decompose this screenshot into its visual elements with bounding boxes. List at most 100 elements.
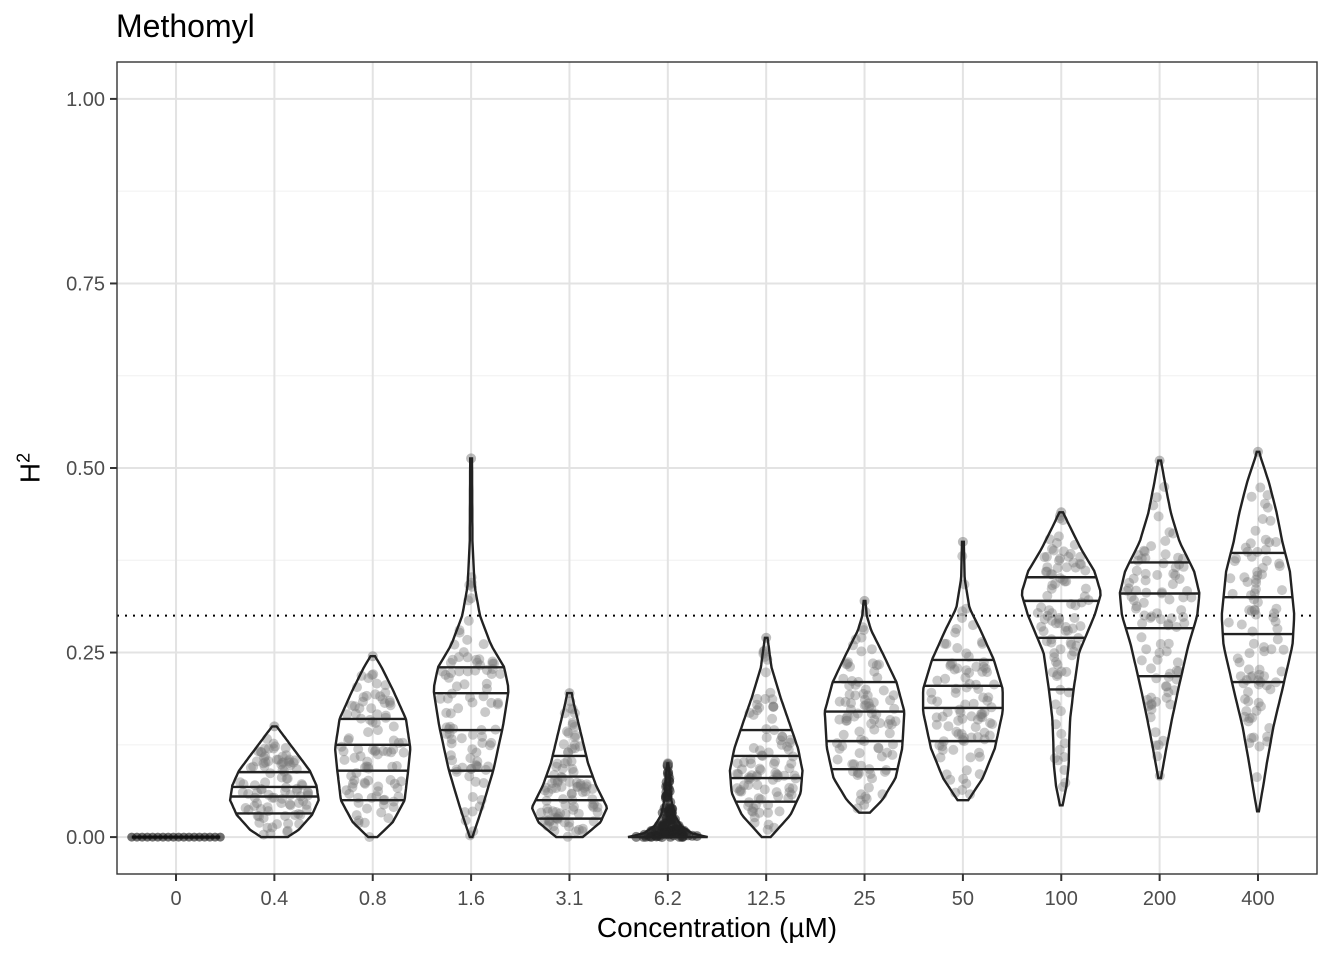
data-point <box>1260 498 1270 509</box>
data-point <box>845 661 855 672</box>
data-point <box>932 675 943 686</box>
data-point <box>1041 566 1052 577</box>
data-point <box>388 744 399 755</box>
data-point <box>1251 574 1262 585</box>
data-point <box>567 717 578 728</box>
violin-400 <box>1220 450 1296 813</box>
data-point <box>363 775 374 786</box>
data-point <box>387 761 398 772</box>
data-point <box>472 761 483 772</box>
data-point <box>564 821 574 832</box>
y-tick-label: 0.25 <box>66 643 105 665</box>
data-point <box>1264 537 1275 548</box>
data-point <box>1138 545 1149 556</box>
data-point <box>259 761 270 772</box>
data-point <box>1152 608 1163 619</box>
data-point <box>1039 614 1050 625</box>
data-point <box>1257 562 1268 573</box>
data-point <box>1131 601 1142 612</box>
data-point <box>1251 705 1262 716</box>
data-point <box>746 758 756 769</box>
data-point <box>736 786 747 797</box>
data-point <box>493 697 503 708</box>
data-point <box>361 761 372 772</box>
data-point <box>846 698 856 709</box>
data-point <box>466 593 477 604</box>
data-point <box>552 777 563 788</box>
data-point <box>755 765 766 775</box>
data-point <box>1252 597 1263 608</box>
data-point <box>1051 657 1061 667</box>
data-point <box>462 652 473 663</box>
data-point <box>972 732 983 742</box>
data-point <box>272 819 282 830</box>
data-point <box>865 769 876 779</box>
x-tick-label: 1.6 <box>457 888 485 910</box>
data-point <box>573 824 584 835</box>
data-point <box>957 734 968 745</box>
data-point <box>547 778 558 789</box>
data-point <box>980 663 991 674</box>
data-point <box>874 659 884 670</box>
data-point <box>1265 684 1276 695</box>
data-point <box>968 698 979 709</box>
data-point <box>732 768 743 779</box>
data-point <box>392 783 403 793</box>
data-point <box>485 740 495 751</box>
data-point <box>270 741 281 752</box>
data-point <box>281 750 292 761</box>
data-point <box>979 707 990 718</box>
data-point <box>252 798 262 809</box>
data-point <box>446 738 457 749</box>
data-point <box>1041 566 1051 577</box>
data-point <box>1140 568 1151 579</box>
data-point <box>752 699 762 710</box>
data-point <box>378 746 389 756</box>
data-point <box>1052 563 1063 573</box>
data-point <box>765 687 776 698</box>
data-point <box>875 718 885 729</box>
data-point <box>1246 491 1257 502</box>
data-point <box>1155 639 1166 649</box>
data-point <box>977 666 988 677</box>
data-point <box>1160 549 1171 560</box>
data-point <box>235 777 246 788</box>
data-point <box>447 755 458 766</box>
data-point <box>1139 610 1150 621</box>
data-point <box>752 705 763 716</box>
data-point <box>760 667 771 678</box>
data-point <box>762 824 773 835</box>
points-200 <box>1122 455 1197 781</box>
data-point <box>301 799 312 810</box>
data-point <box>458 647 469 658</box>
data-point <box>1131 603 1141 614</box>
data-point <box>1274 558 1285 569</box>
data-point <box>747 806 757 816</box>
data-point <box>1172 657 1183 668</box>
data-point <box>1059 752 1069 762</box>
data-point <box>566 789 577 799</box>
data-point <box>282 825 293 836</box>
data-point <box>1262 490 1273 501</box>
data-point <box>1225 573 1236 584</box>
data-point <box>1163 687 1174 698</box>
data-point <box>885 695 896 706</box>
data-point <box>1054 555 1064 566</box>
data-point <box>1250 584 1261 595</box>
data-point <box>447 654 458 665</box>
data-point <box>440 669 451 680</box>
data-point <box>1239 711 1250 722</box>
data-point <box>569 801 579 812</box>
data-point <box>754 745 765 756</box>
data-point <box>489 658 499 669</box>
data-point <box>1255 701 1266 712</box>
data-point <box>860 684 871 695</box>
data-point <box>854 748 865 759</box>
data-point <box>859 694 870 705</box>
data-point <box>361 690 372 701</box>
data-point <box>378 799 389 810</box>
x-tick-label: 0.4 <box>260 888 288 910</box>
data-point <box>932 696 943 707</box>
data-point <box>837 741 848 752</box>
